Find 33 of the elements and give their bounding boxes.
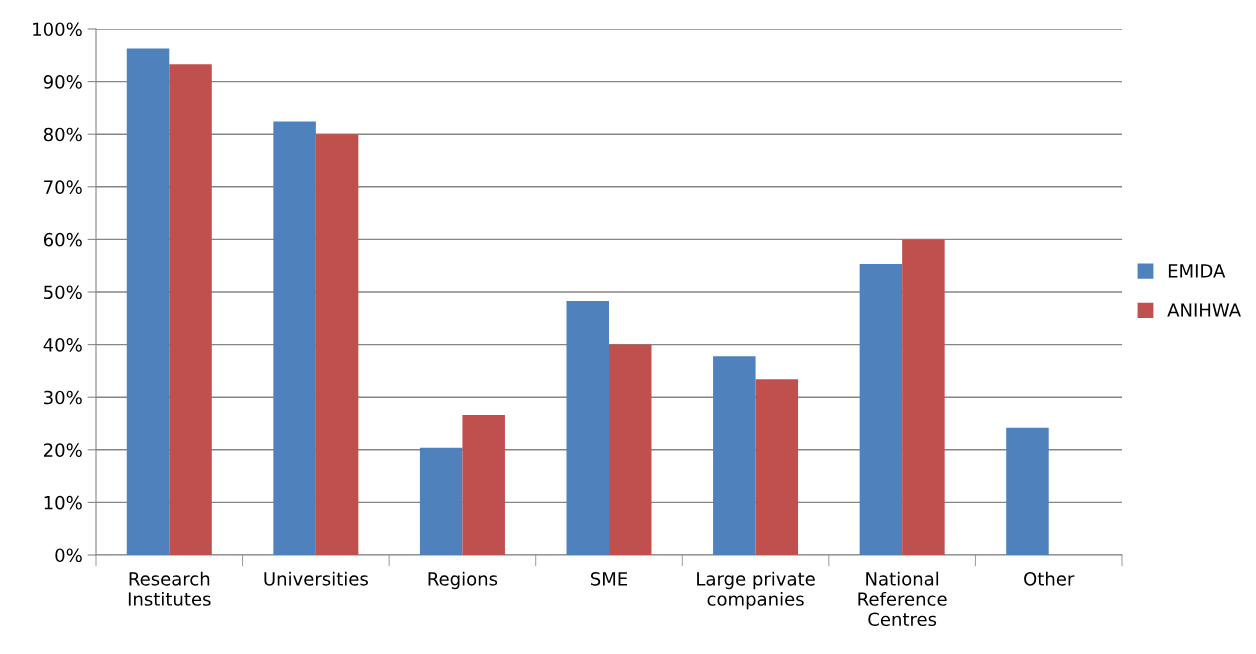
y-tick-label: 90% bbox=[43, 75, 82, 89]
bar bbox=[462, 415, 505, 555]
y-tick-label: 50% bbox=[44, 285, 82, 300]
bar bbox=[566, 300, 609, 555]
x-tick-label: Universities bbox=[264, 571, 368, 586]
bar bbox=[609, 344, 652, 555]
bar bbox=[169, 64, 212, 555]
y-tick-label: 30% bbox=[44, 390, 82, 405]
bar bbox=[126, 48, 170, 555]
legend-label: EMIDA bbox=[1168, 264, 1226, 278]
bar bbox=[902, 239, 945, 555]
x-tick-label: Regions bbox=[428, 571, 498, 590]
x-tick-label: Other bbox=[1024, 571, 1075, 586]
bar bbox=[713, 356, 756, 555]
y-tick-label: 40% bbox=[43, 338, 82, 352]
x-tick-label: National Reference Centres bbox=[858, 571, 947, 627]
y-tick-label: 80% bbox=[43, 127, 82, 142]
y-tick-label: 10% bbox=[44, 495, 82, 510]
y-tick-label: 70% bbox=[44, 180, 82, 194]
bar bbox=[1006, 427, 1049, 555]
bar bbox=[419, 447, 463, 555]
y-tick-label: 60% bbox=[43, 232, 82, 247]
legend-label: ANIHWA bbox=[1167, 303, 1241, 317]
x-tick-label: Research Institutes bbox=[128, 571, 211, 606]
y-tick-label: 20% bbox=[44, 443, 82, 457]
y-tick-label: 100% bbox=[33, 22, 82, 37]
y-tick-label: 0% bbox=[55, 548, 82, 563]
bar bbox=[859, 264, 903, 555]
bar bbox=[273, 121, 316, 555]
x-tick-label: Large private companies bbox=[697, 571, 815, 610]
x-tick-label: SME bbox=[590, 571, 628, 586]
bar bbox=[315, 134, 359, 555]
bar bbox=[755, 379, 799, 555]
